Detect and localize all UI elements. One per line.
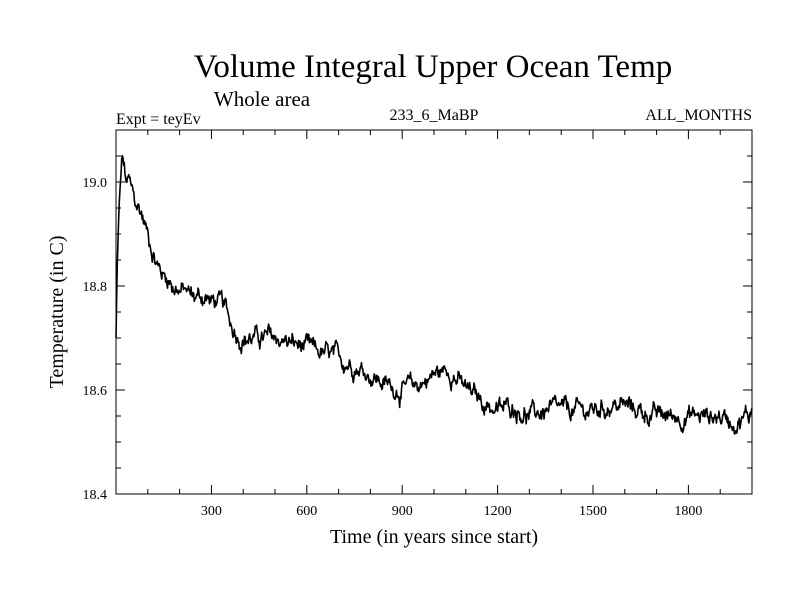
x-tick-label: 1200 (484, 504, 512, 519)
y-tick-label: 18.8 (83, 280, 108, 295)
x-axis-label: Time (in years since start) (330, 526, 538, 548)
months-label: ALL_MONTHS (645, 107, 752, 124)
y-axis-label: Temperature (in C) (46, 236, 68, 389)
y-tick-label: 18.6 (83, 384, 108, 399)
y-tick-label: 18.4 (83, 488, 108, 503)
experiment-label: Expt = teyEv (116, 111, 201, 128)
x-tick-label: 1500 (579, 504, 607, 519)
temperature-series-line (115, 154, 753, 435)
plot-frame (115, 129, 753, 495)
chart-subtitle: Whole area (214, 87, 311, 111)
y-tick-label: 19.0 (83, 176, 108, 191)
x-tick-label: 900 (392, 504, 413, 519)
x-tick-labels: 300 600 900 1200 1500 1800 (201, 504, 703, 519)
y-tick-labels: 18.4 18.6 18.8 19.0 (83, 176, 108, 503)
chart-title: Volume Integral Upper Ocean Temp (194, 49, 672, 85)
run-label: 233_6_MaBP (390, 107, 479, 124)
x-tick-label: 300 (201, 504, 222, 519)
x-tick-label: 1800 (674, 504, 702, 519)
x-tick-label: 600 (296, 504, 317, 519)
axis-ticks (116, 130, 752, 494)
